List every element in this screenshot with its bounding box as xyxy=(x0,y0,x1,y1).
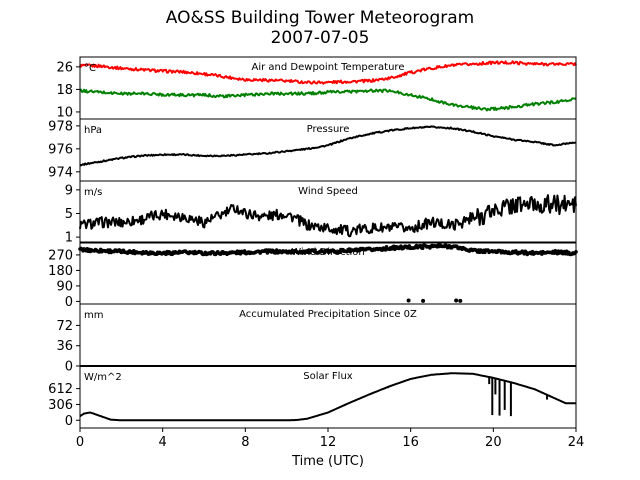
figure-title: AO&SS Building Tower Meteorogram 2007-07… xyxy=(0,8,640,48)
panel-3-low-point-2 xyxy=(454,298,459,303)
panel-1-series-0 xyxy=(79,125,577,167)
panel-2-ytick-label-1: 5 xyxy=(65,207,73,222)
x-axis-label: Time (UTC) xyxy=(291,454,364,469)
panel-0-unit-label: °C xyxy=(84,63,96,74)
x-tick-label-0: 0 xyxy=(76,435,84,450)
panel-2-title: Wind Speed xyxy=(298,186,358,197)
panel-4-unit-label: mm xyxy=(84,310,103,321)
panel-3-point-331 xyxy=(420,246,425,250)
panel-0-ytick-label-2: 26 xyxy=(56,60,73,75)
x-tick-label-2: 8 xyxy=(241,435,249,450)
panel-5-unit-label: W/m^2 xyxy=(84,372,122,383)
title-line-2: 2007-07-05 xyxy=(270,28,370,48)
panel-0-title: Air and Dewpoint Temperature xyxy=(252,62,405,73)
x-tick-label-6: 24 xyxy=(568,435,585,450)
panel-4-ytick-label-2: 72 xyxy=(56,319,73,334)
panel-3-ytick-label-2: 180 xyxy=(48,264,73,279)
panel-5-ytick-label-2: 612 xyxy=(48,382,73,397)
title-line-1: AO&SS Building Tower Meteorogram xyxy=(165,8,475,28)
panel-0-ytick-label-1: 18 xyxy=(56,83,73,98)
panel-4-ytick-label-0: 0 xyxy=(65,360,73,375)
panel-3-point-159 xyxy=(242,249,247,253)
panel-3-ytick-label-3: 270 xyxy=(48,248,73,263)
panel-2-unit-label: m/s xyxy=(84,187,102,198)
x-tick-label-1: 4 xyxy=(159,435,167,450)
panel-2-frame xyxy=(79,180,577,244)
panel-5-series-0 xyxy=(79,372,576,422)
panel-2-ytick-label-2: 9 xyxy=(65,183,73,198)
panel-2-series-0 xyxy=(79,194,577,238)
panel-3-title: Wind Direction xyxy=(291,247,365,258)
panel-1-ytick-label-1: 976 xyxy=(48,142,73,157)
panel-1-ytick-label-2: 978 xyxy=(48,119,73,134)
panel-0-series-1 xyxy=(79,88,577,112)
x-tick-label-5: 20 xyxy=(485,435,502,450)
panel-3-ytick-label-1: 90 xyxy=(56,279,73,294)
panel-0-series-0 xyxy=(79,60,577,85)
panel-5-ytick-label-1: 306 xyxy=(48,398,73,413)
panel-4-ytick-label-1: 36 xyxy=(56,339,73,354)
panel-5-title: Solar Flux xyxy=(303,371,353,382)
panel-1-unit-label: hPa xyxy=(84,125,102,136)
panel-3-low-point-3 xyxy=(458,298,463,303)
panel-3-low-point-1 xyxy=(421,298,426,303)
x-tick-label-4: 16 xyxy=(402,435,419,450)
panel-4-title: Accumulated Precipitation Since 0Z xyxy=(239,309,417,320)
panel-3-ytick-label-0: 0 xyxy=(65,295,73,310)
panel-2-ytick-label-0: 1 xyxy=(65,231,73,246)
panel-0-ytick-label-0: 10 xyxy=(56,105,73,120)
panel-1-ytick-label-0: 974 xyxy=(48,165,73,180)
panel-1-title: Pressure xyxy=(307,124,350,135)
x-tick-label-3: 12 xyxy=(320,435,337,450)
panel-3-low-point-0 xyxy=(406,298,411,303)
panel-5-ytick-label-0: 0 xyxy=(65,414,73,429)
